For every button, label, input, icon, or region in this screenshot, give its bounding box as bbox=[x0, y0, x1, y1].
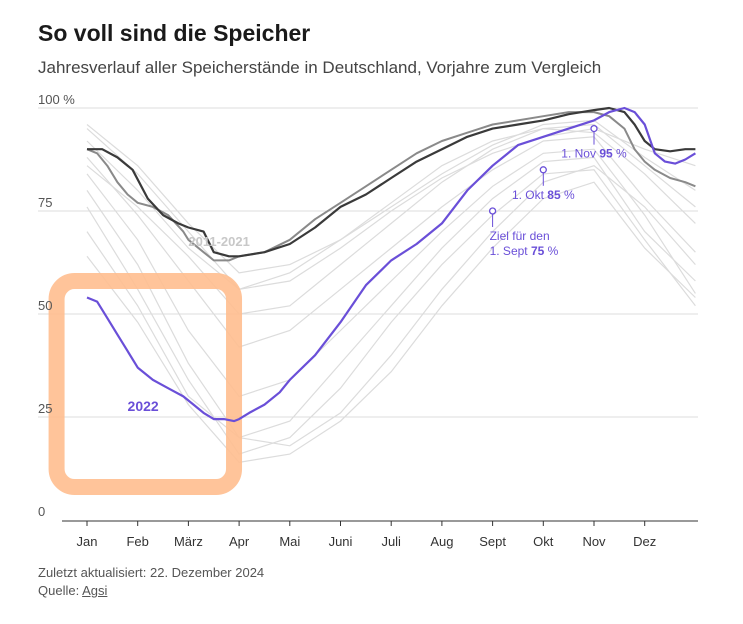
history-lines bbox=[86, 119, 696, 463]
target-marker bbox=[488, 207, 497, 215]
target-marker bbox=[590, 124, 598, 133]
x-tick-label: Dez bbox=[633, 534, 656, 549]
target-value: 75 bbox=[531, 244, 545, 258]
target-label-line1: Ziel für den bbox=[490, 229, 550, 243]
history-series-line bbox=[86, 136, 696, 348]
history-series-line bbox=[86, 169, 696, 455]
history-series-line bbox=[86, 148, 696, 398]
target-annotation: 1. Okt 85 % bbox=[512, 166, 575, 202]
y-tick-label: 100 % bbox=[38, 92, 75, 107]
target-label: 1. Nov 95 % bbox=[561, 147, 627, 161]
history-series-line bbox=[86, 123, 696, 315]
x-tick-label: Juli bbox=[381, 534, 401, 549]
previous-year-line-light bbox=[86, 111, 696, 262]
series-2022-label: 2022 bbox=[128, 398, 159, 414]
history-series-line bbox=[86, 165, 696, 447]
target-marker bbox=[539, 166, 547, 174]
x-tick-label: Jan bbox=[77, 534, 98, 549]
target-unit: % bbox=[561, 188, 575, 202]
target-unit: % bbox=[613, 147, 627, 161]
y-tick-label: 50 bbox=[38, 298, 52, 313]
target-label: 1. Okt 85 % bbox=[512, 188, 575, 202]
target-value: 85 bbox=[547, 188, 561, 202]
axes: 100 % 75 50 25 0 Jan Feb März Apr Mai Juni Juli Aug S… bbox=[38, 92, 698, 549]
x-tick-label: Apr bbox=[229, 534, 250, 549]
updated-note: Zuletzt aktualisiert: 22. Dezember 2024 bbox=[38, 565, 265, 580]
y-tick-label: 0 bbox=[38, 504, 45, 519]
grid-layer bbox=[38, 107, 698, 418]
y-tick-label: 25 bbox=[38, 401, 52, 416]
target-value: 95 bbox=[599, 147, 613, 161]
x-tick-label: Feb bbox=[126, 534, 148, 549]
target-date: 1. Okt bbox=[512, 188, 547, 202]
source-note: Quelle: Agsi bbox=[38, 583, 107, 598]
x-tick-label: Okt bbox=[533, 534, 554, 549]
x-tick-label: Mai bbox=[279, 534, 300, 549]
history-series-line bbox=[86, 181, 696, 463]
chart-subtitle: Jahresverlauf aller Speicherstände in De… bbox=[38, 58, 602, 77]
main-lines bbox=[48, 106, 696, 496]
target-unit: % bbox=[544, 244, 558, 258]
history-label: 2011-2021 bbox=[188, 234, 249, 249]
highlight-box bbox=[48, 273, 243, 496]
x-tick-label: Juni bbox=[329, 534, 353, 549]
source-label: Quelle: bbox=[38, 583, 83, 598]
history-series-line bbox=[86, 119, 696, 274]
target-date: 1. Nov bbox=[561, 147, 599, 161]
x-tick-label: Aug bbox=[430, 534, 453, 549]
series-2022-line bbox=[86, 106, 696, 423]
y-tick-label: 75 bbox=[38, 195, 52, 210]
source-link[interactable]: Agsi bbox=[82, 583, 108, 598]
previous-year-line-dark bbox=[87, 106, 696, 258]
x-tick-label: Nov bbox=[582, 534, 606, 549]
chart-title: So voll sind die Speicher bbox=[38, 20, 311, 46]
target-date: 1. Sept bbox=[490, 244, 531, 258]
history-series-line bbox=[86, 156, 696, 439]
target-annotation: 1. Nov 95 % bbox=[561, 124, 627, 161]
x-tick-label: März bbox=[174, 534, 203, 549]
x-tick-label: Sept bbox=[479, 534, 506, 549]
target-label: 1. Sept 75 % bbox=[490, 244, 559, 258]
